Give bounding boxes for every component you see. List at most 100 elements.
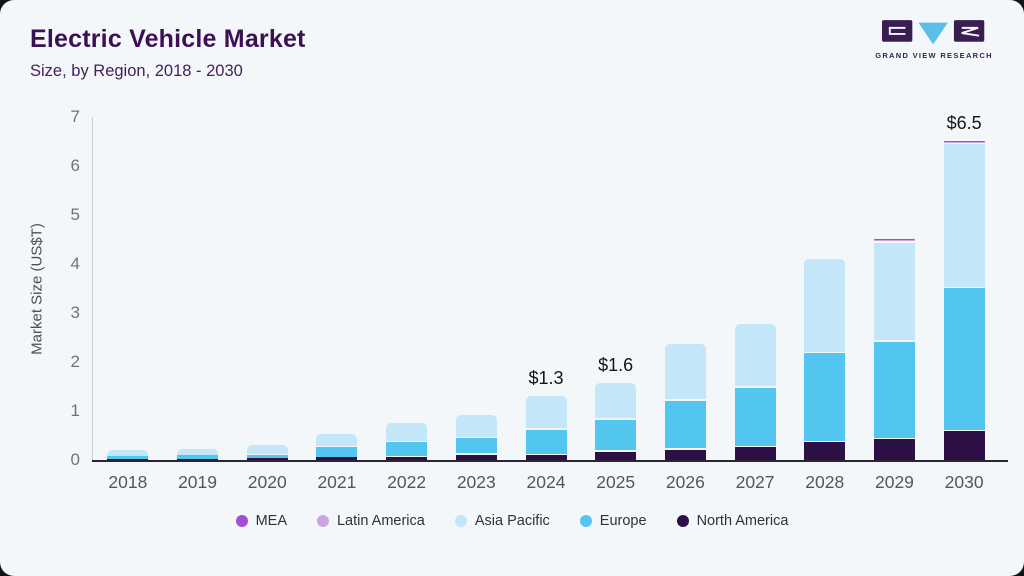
x-axis-tick-label: 2018 [108,472,148,492]
x-axis-tick-label: 2022 [387,472,427,492]
bar-segment-europe [664,400,706,449]
bar-2030 [943,117,985,460]
legend-label: MEA [255,513,287,529]
bar-value-label: $6.5 [946,113,982,134]
y-axis-title: Market Size (US$T) [28,223,46,355]
bar-segment-europe [177,455,219,459]
x-axis-tick-label: 2030 [944,472,984,492]
bar-segment-asia-pacific [246,445,288,454]
legend-item-north-america: North America [676,513,789,529]
x-axis-tick-label: 2027 [735,472,775,492]
bar-segment-north-america [316,456,358,460]
bar-2025 [595,117,637,460]
bar-value-label: $1.6 [598,354,634,375]
bar-segment-north-america [455,454,497,460]
bar-2020 [246,117,288,460]
bar-2028 [804,117,846,460]
plot-area: 0 1 2 3 4 5 6 7 2018 2019 2020 2021 2022 2023 2024 $1.3… [71,107,1008,492]
x-axis-tick-label: 2028 [805,472,845,492]
brand-logo: GRAND VIEW RESEARCH [875,20,993,60]
x-axis-tick-label: 2019 [178,472,217,492]
bar-segment-asia-pacific [107,450,149,456]
legend-color-dot [676,515,689,527]
bar-segment-asia-pacific [873,242,915,341]
bar-segment-asia-pacific [455,414,497,437]
bar-2027 [734,117,776,460]
bar-segment-europe [873,341,915,438]
bar-segment-north-america [664,449,706,460]
gvr-logo-icon [882,20,985,45]
legend-label: North America [696,513,789,529]
y-axis-tick-label: 1 [70,401,80,420]
bar-segment-north-america [873,439,915,460]
bar-segment-north-america [595,451,637,460]
bar-segment-north-america [804,442,846,460]
bar-segment-north-america [525,455,567,460]
bar-segment-asia-pacific [943,144,985,287]
bar-segment-north-america [177,458,219,460]
bar-segment-asia-pacific [386,423,428,441]
legend-color-dot [579,515,592,527]
bar-segment-north-america [107,458,149,460]
x-axis-line [91,460,1008,462]
bar-segment-latin-america [873,240,915,242]
legend-color-dot [316,515,329,527]
bar-segment-mea [873,239,915,241]
bar-segment-europe [595,419,637,451]
bar-segment-north-america [734,447,776,460]
bar-segment-asia-pacific [664,343,706,400]
bar-2022 [386,117,428,460]
x-axis-tick-label: 2026 [665,472,705,492]
legend-label: Latin America [336,513,425,529]
bar-segment-asia-pacific [316,433,358,446]
bar-segment-europe [455,438,497,454]
legend-color-dot [454,515,467,527]
legend-item-asia-pacific: Asia Pacific [454,513,550,529]
bar-2019 [177,117,219,460]
bar-segment-mea [943,141,985,142]
bar-segment-europe [734,387,776,446]
bar-2029 [873,117,915,460]
bar-2018 [107,117,149,460]
bar-segment-asia-pacific [804,259,846,352]
x-axis-tick-label: 2021 [317,472,357,492]
bar-segment-europe [246,455,288,459]
bar-segment-asia-pacific [525,396,567,429]
y-axis-tick-label: 7 [70,107,80,126]
brand-name: GRAND VIEW RESEARCH [875,51,993,60]
bar-segment-europe [943,288,985,430]
y-axis-tick-label: 2 [70,352,80,371]
bar-segment-asia-pacific [595,382,637,419]
x-axis-tick-label: 2029 [874,472,914,492]
bar-segment-north-america [246,458,288,460]
y-axis-tick-label: 5 [70,205,80,224]
page-title: Electric Vehicle Market [30,25,306,53]
bar-segment-asia-pacific [734,324,776,387]
legend: MEA Latin America Asia Pacific Europe North … [0,513,1024,529]
x-axis-tick-label: 2020 [247,472,287,492]
bar-segment-europe [804,353,846,441]
legend-color-dot [235,515,248,527]
x-axis-tick-label: 2024 [526,472,566,492]
bar-2024 [525,117,567,460]
bar-value-label: $1.3 [528,368,564,389]
bar-segment-latin-america [943,141,985,143]
x-axis-tick-label: 2025 [596,472,636,492]
legend-label: Europe [599,513,647,529]
y-axis-tick-label: 6 [70,156,80,175]
bar-segment-europe [386,442,428,456]
page-subtitle: Size, by Region, 2018 - 2030 [30,62,243,80]
legend-item-latin-america: Latin America [316,513,425,529]
legend-item-europe: Europe [579,513,647,529]
bar-segment-europe [316,447,358,457]
y-axis-tick-label: 0 [70,450,80,469]
legend-item-mea: MEA [235,513,287,529]
bar-segment-europe [525,429,567,454]
bar-segment-north-america [386,457,428,460]
bar-segment-europe [107,455,149,459]
bar-2023 [455,117,497,460]
y-axis-tick-label: 3 [70,303,80,322]
y-axis-tick-label: 4 [70,254,80,273]
bar-segment-asia-pacific [177,449,219,456]
